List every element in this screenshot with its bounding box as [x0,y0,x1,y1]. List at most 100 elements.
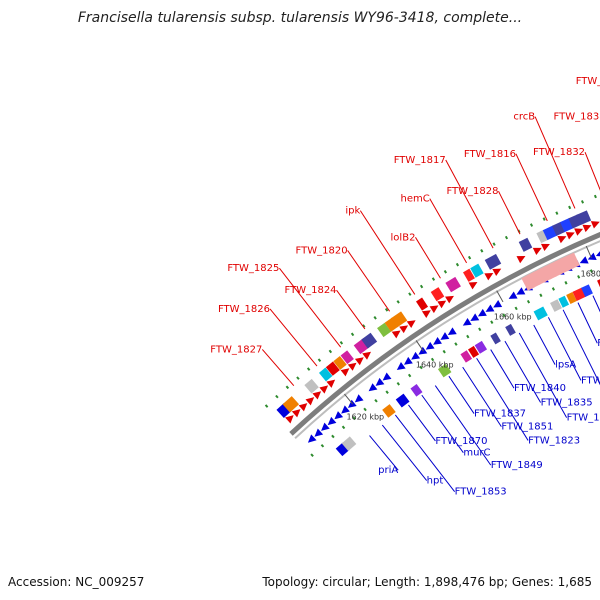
gene-arrow-reverse [314,428,324,437]
gene-label: FTW_1820 [296,245,348,256]
tick-mark [496,290,504,303]
gene-block-outer [390,311,408,328]
gene-arrow-forward [484,273,494,281]
rrna-block [538,266,552,283]
gene-arrow-reverse [433,336,442,345]
gene-arrow-forward [362,351,372,360]
label-leader-line [498,190,521,235]
gene-arrow-forward [354,357,364,366]
label-leader-line [381,424,428,481]
gene-label: FTW_1823 [528,435,580,446]
genome-backbone-shadow [294,240,600,439]
gene-label: FTW_1847 [567,413,600,424]
label-leader-line [278,267,342,348]
tick-mark [415,340,424,352]
gene-block-outer [463,268,475,282]
gene-block-inner [437,363,452,378]
gene-arrow-forward [540,243,550,252]
gene-block-outer [325,361,340,376]
genome-backbone [264,193,600,457]
gene-block-inner [533,306,548,321]
gene-block-outer [340,350,354,365]
gene-label: FTW_1832 [533,147,585,158]
gene-block-inner [395,393,410,408]
label-leader-line [547,317,582,381]
gene-arrow-forward [574,228,584,236]
label-leader-line [577,302,598,344]
gene-label: FTW_1835 [541,398,593,409]
gene-arrow-forward [305,397,315,406]
label-leader-line [408,404,436,442]
gene-arrow-reverse [354,394,364,403]
label-leader-line [533,324,556,365]
gene-block-outer [318,367,333,382]
tick-mark [344,393,354,405]
gene-block-inner [490,332,501,345]
gene-label: hemC [401,194,430,205]
gene-label: FTW_1840 [514,383,566,394]
gene-arrow-forward [468,281,478,290]
label-leader-line [269,308,318,367]
feature-tracks [276,210,600,457]
label-leader-line [347,250,391,312]
label-leader-line [261,349,295,386]
gene-label: hpt [427,476,444,487]
label-leader-line [429,198,468,264]
gene-block-inner [505,323,516,336]
label-leader-line [504,340,542,403]
label-leader-line [369,435,399,471]
gene-arrow-reverse [307,434,317,443]
gene-block-inner [410,384,423,397]
gene-block-outer [384,317,399,332]
gene-block-inner [566,291,577,304]
label-leader-line [359,210,416,295]
gene-arrow-forward [492,268,502,277]
gene-label: FTW_1853 [455,487,507,498]
rrna-block [527,271,541,288]
tick-label: 1680 kbp [581,269,600,278]
gene-label: crcB [513,112,535,123]
gene-arrow-forward [445,295,454,304]
gene-label: FTW_1850 [576,76,600,87]
gene-arrow-reverse [375,377,385,386]
gene-arrow-forward [532,247,542,256]
gene-arrow-reverse [587,252,597,260]
rrna-block [560,255,575,272]
gene-arrow-forward [590,221,600,229]
tick-label: 1620 kbp [346,413,384,422]
label-leader-line [462,366,502,427]
topology-summary: Topology: circular; Length: 1,898,476 bp… [261,575,592,589]
gene-arrow-forward [326,379,336,388]
gene-arrow-reverse [595,249,600,257]
gene-block-inner [468,345,480,358]
gene-block-outer [576,210,592,225]
gene-block-outer [276,402,292,418]
gene-label: FTW_1826 [218,304,270,315]
gene-block-inner [474,340,488,354]
gene-arrow-forward [391,330,401,339]
gene-arrow-reverse [516,287,526,295]
gene-block-outer [518,237,533,252]
label-leader-line [476,357,529,441]
gene-label: FTW_1849 [491,460,543,471]
gene-label: murC [463,448,490,459]
gene-block-outer [304,378,319,394]
rrna-block [543,263,558,280]
gene-arrow-forward [437,300,447,309]
gene-arrow-reverse [477,308,487,317]
gene-arrow-forward [582,224,592,233]
gene-block-outer [484,253,502,270]
gene-label: ipk [345,206,360,217]
gene-arrow-reverse [579,256,589,264]
label-leader-line [490,349,515,389]
gene-label: FTW_1838 [554,111,600,122]
gene-block-outer [377,322,392,338]
gene-arrow-forward [565,232,575,240]
gene-arrow-reverse [334,411,344,420]
gene-arrow-reverse [396,362,406,370]
gene-block-inner [550,299,562,312]
gene-label: FTW_1824 [285,285,337,296]
